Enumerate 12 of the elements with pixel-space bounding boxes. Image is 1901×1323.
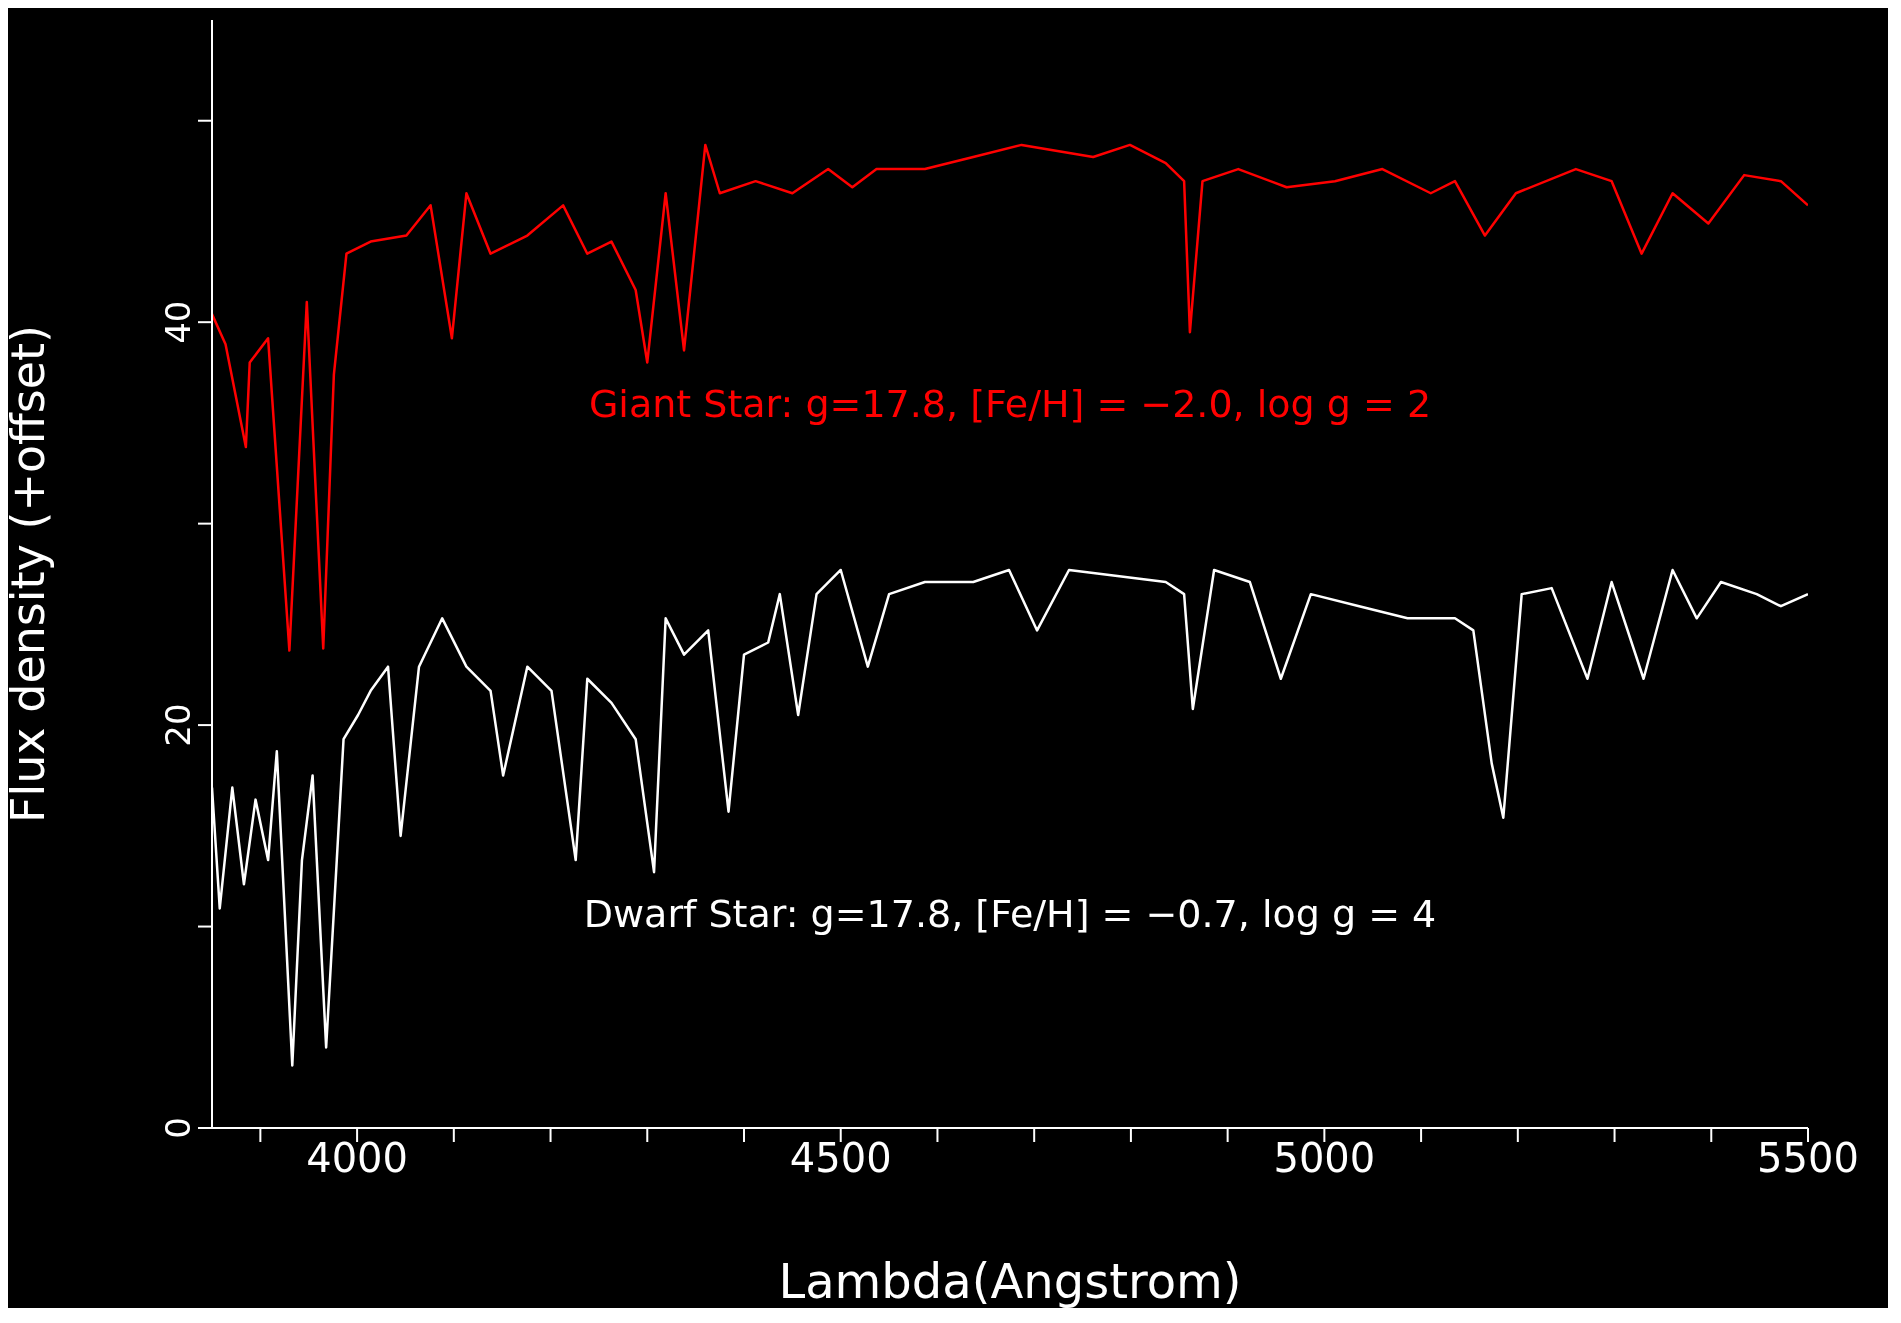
x-tick-label: 5000: [1273, 1135, 1376, 1182]
x-tick-label: 5500: [1757, 1135, 1859, 1182]
y-tick-label: 20: [158, 703, 198, 747]
x-tick-label: 4500: [789, 1135, 892, 1182]
series-label: Dwarf Star: g=17.8, [Fe/H] = −0.7, log g = 4: [583, 892, 1437, 937]
x-axis-title: Lambda(Angstrom): [778, 1253, 1242, 1309]
y-tick-label: 0: [158, 1117, 198, 1139]
x-tick-label: 4000: [306, 1135, 408, 1182]
y-tick-label: 40: [158, 300, 198, 344]
series-label: Giant Star: g=17.8, [Fe/H] = −2.0, log g = 2: [588, 382, 1432, 427]
line-series: [212, 143, 1808, 652]
y-axis-title: Flux density (+offset): [1, 324, 56, 824]
